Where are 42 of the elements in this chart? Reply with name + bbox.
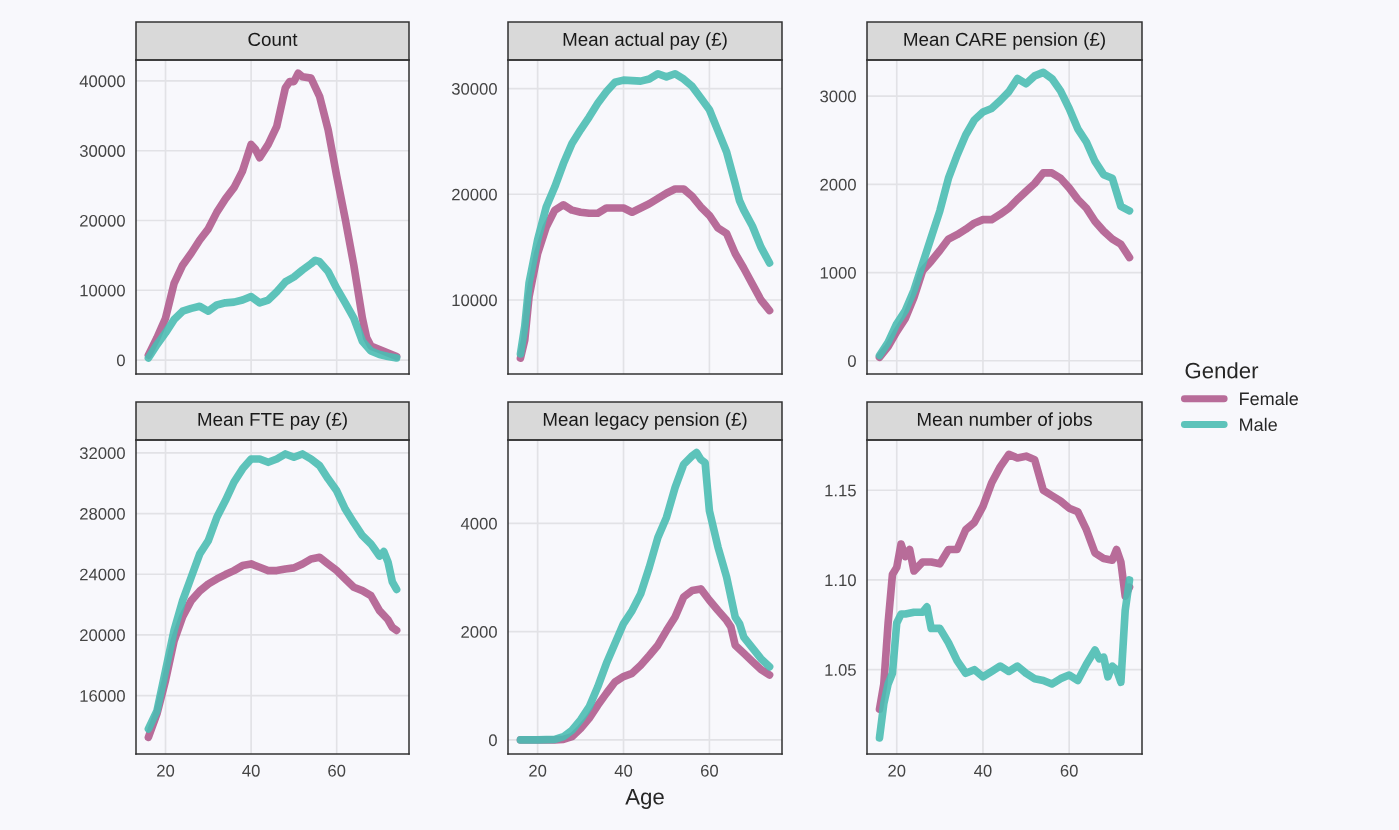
y-tick-label: 0 — [116, 354, 125, 367]
y-tick-label: 0 — [488, 734, 497, 747]
chart-title: Mean FTE pay (£) — [198, 412, 347, 430]
chart-title: Mean CARE pension (£) — [904, 32, 1105, 50]
x-tick-label: 20 — [529, 764, 547, 777]
x-tick-label: 40 — [974, 764, 992, 777]
x-tick-label: 60 — [701, 764, 719, 777]
x-axis-title: Age — [625, 789, 664, 809]
y-tick-label: 28000 — [80, 507, 125, 520]
chart-title: Mean actual pay (£) — [563, 32, 727, 50]
x-tick-label: 40 — [614, 764, 633, 777]
y-tick-label: 2000 — [461, 626, 497, 638]
y-tick-label: 40000 — [79, 75, 125, 88]
y-tick-label: 1.05 — [825, 664, 856, 676]
y-tick-label: 20000 — [80, 629, 125, 642]
y-tick-label: 30000 — [451, 82, 497, 95]
y-tick-label: 3000 — [820, 90, 856, 103]
x-tick-label: 40 — [242, 764, 260, 777]
y-tick-label: 20000 — [452, 188, 497, 201]
y-tick-label: 2000 — [820, 178, 856, 191]
legend-title: Gender — [1185, 362, 1259, 379]
y-tick-label: 0 — [847, 355, 856, 367]
x-tick-label: 60 — [328, 764, 346, 777]
y-tick-label: 1.15 — [825, 484, 856, 497]
y-tick-label: 10000 — [452, 294, 497, 307]
legend-label: Male — [1240, 417, 1277, 432]
chart-title: Count — [248, 32, 298, 47]
y-tick-label: 10000 — [80, 284, 125, 297]
x-tick-label: 20 — [157, 764, 175, 777]
y-tick-label: 32000 — [79, 447, 125, 460]
x-tick-label: 20 — [888, 764, 906, 777]
chart-title: Mean number of jobs — [917, 412, 1092, 430]
y-tick-label: 24000 — [80, 568, 125, 581]
y-tick-label: 1.10 — [825, 574, 856, 587]
y-tick-label: 4000 — [460, 517, 497, 530]
chart-title: Mean legacy pension (£) — [543, 412, 747, 430]
legend-label: Female — [1240, 391, 1298, 406]
y-tick-label: 1000 — [820, 266, 856, 279]
y-tick-label: 16000 — [80, 690, 125, 702]
y-tick-label: 20000 — [80, 214, 125, 227]
y-tick-label: 30000 — [79, 145, 125, 157]
x-tick-label: 60 — [1060, 764, 1078, 777]
